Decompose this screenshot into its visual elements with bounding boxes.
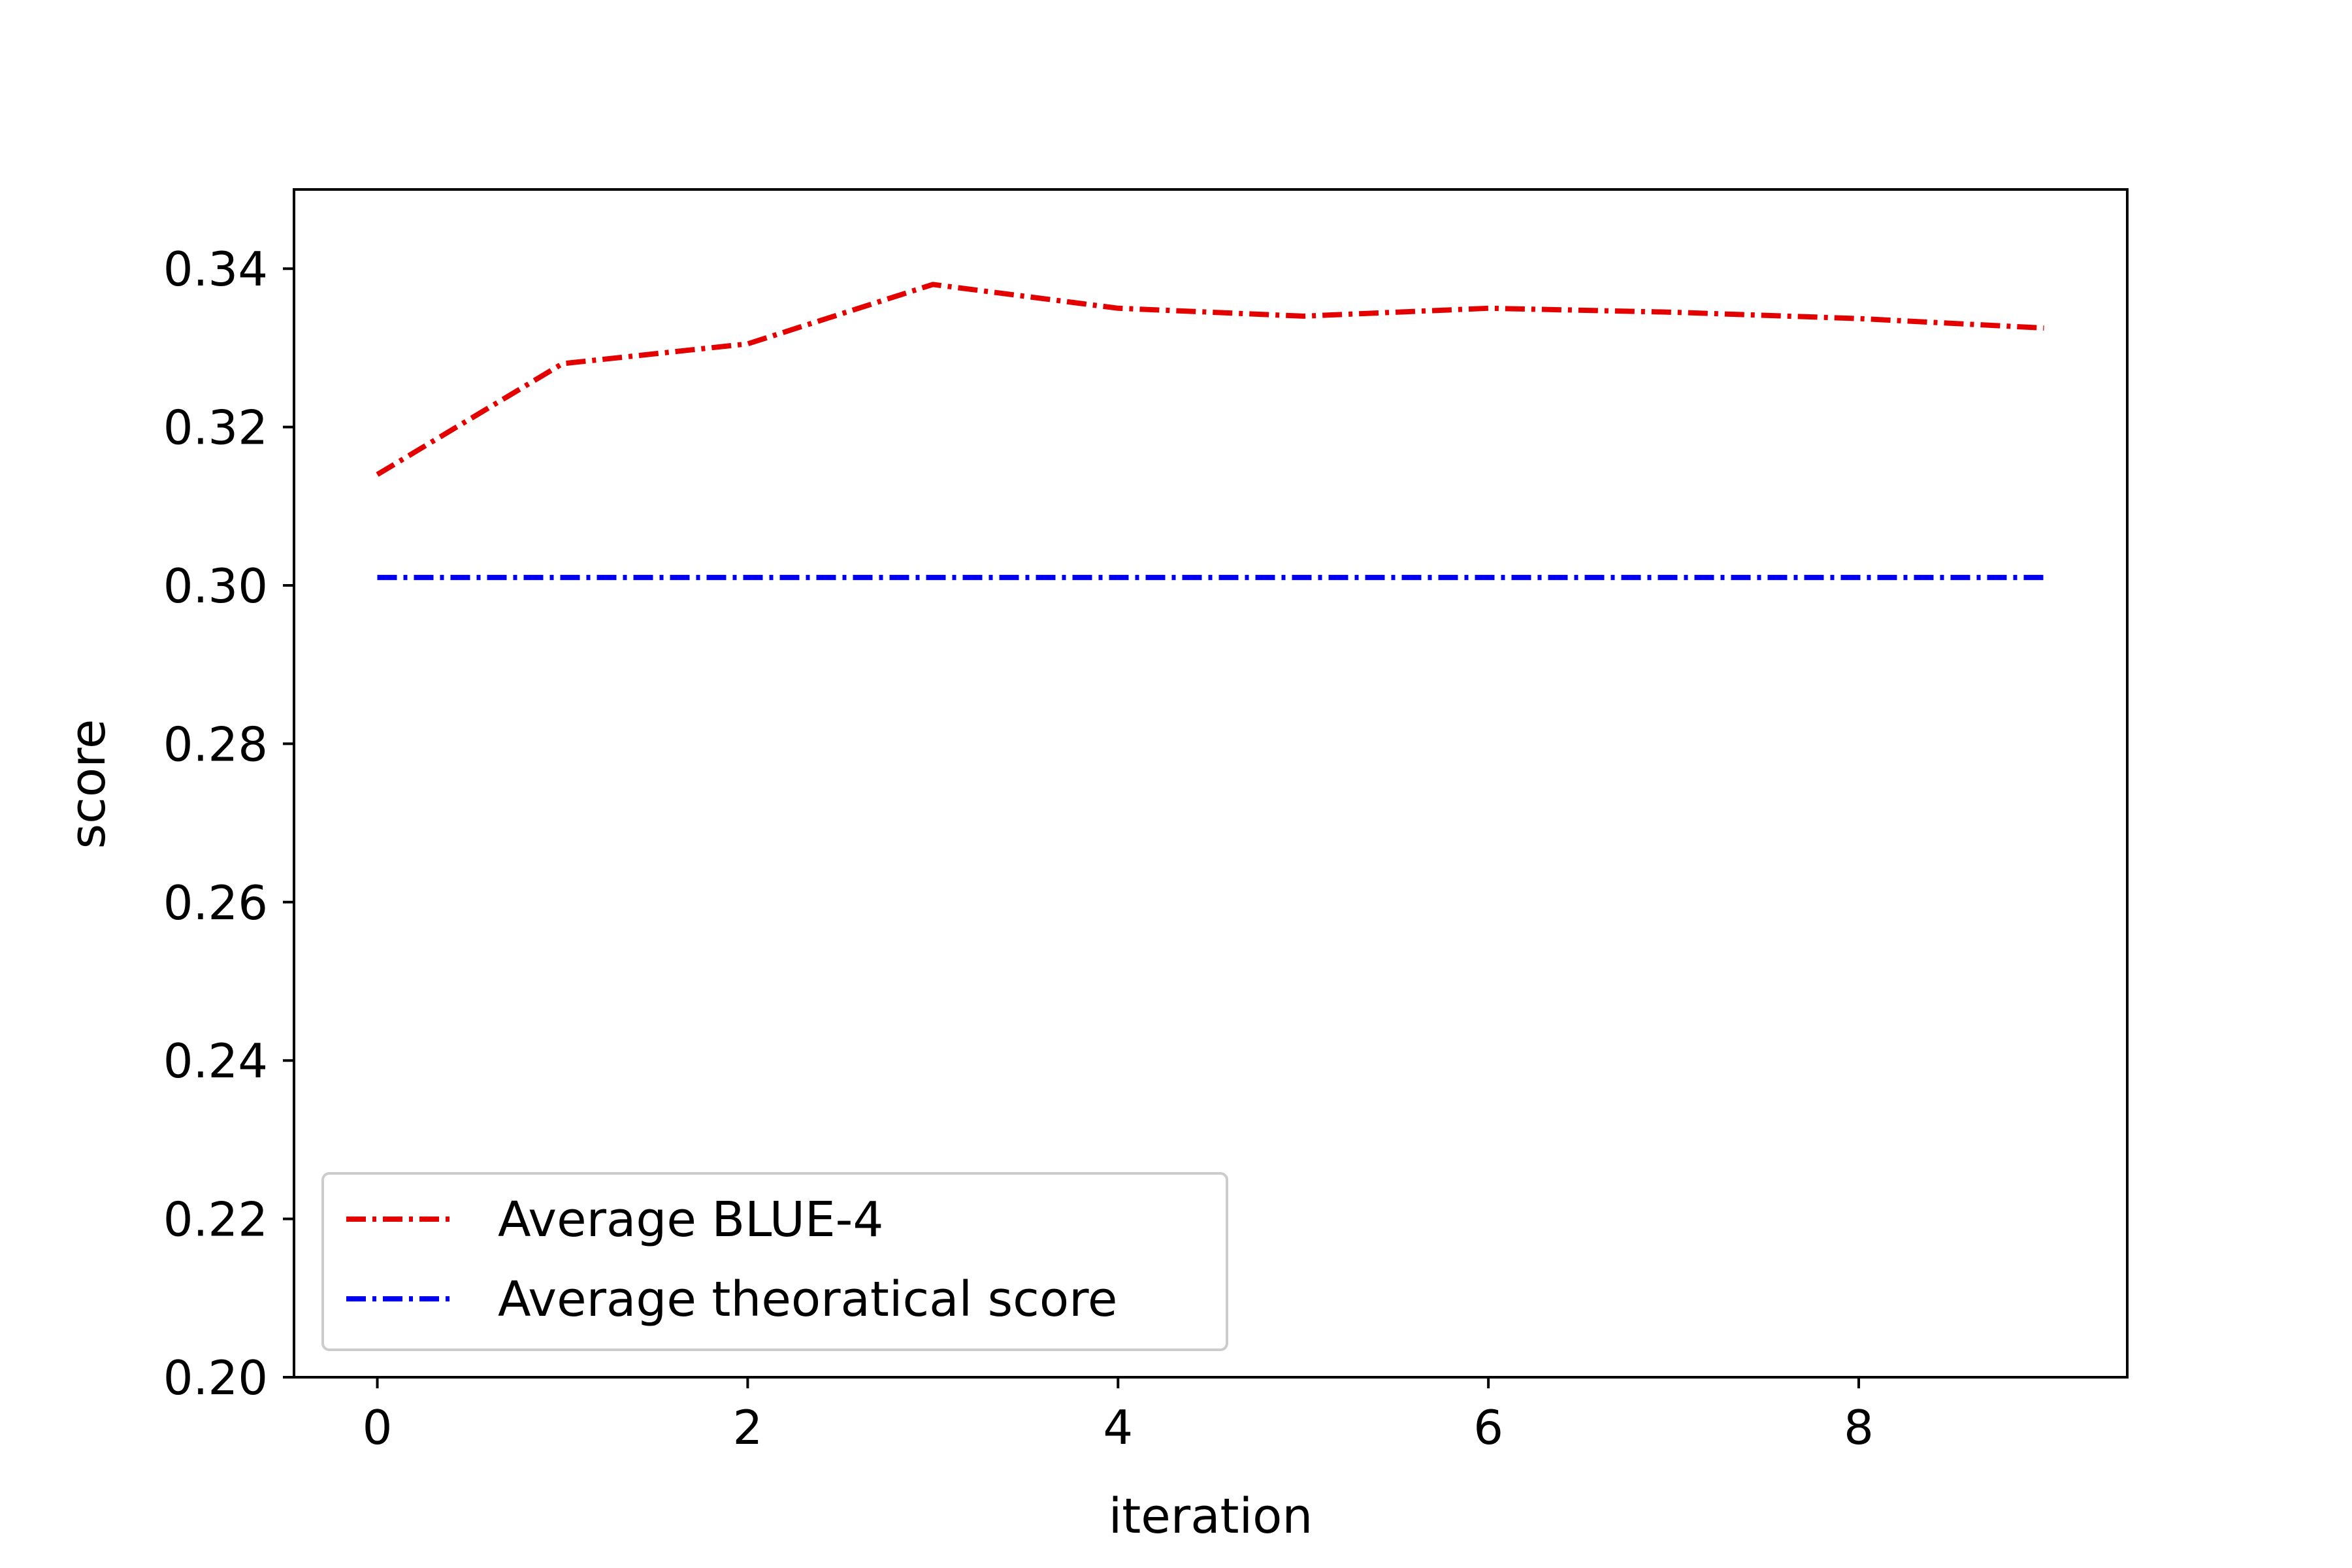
y-tick-label: 0.28 [163, 717, 268, 772]
y-tick-label: 0.24 [163, 1034, 268, 1088]
y-tick-label: 0.32 [163, 400, 268, 455]
y-tick-label: 0.30 [163, 559, 268, 613]
y-axis: 0.20 0.22 0.24 0.26 0.28 0.30 0.32 0.34 [163, 242, 294, 1405]
series-line-0 [376, 282, 2044, 477]
x-axis: 0 2 4 6 8 [363, 1377, 1874, 1455]
x-tick-label: 6 [1473, 1400, 1503, 1455]
legend-box [321, 1172, 1228, 1351]
y-tick-label: 0.26 [163, 875, 268, 930]
x-tick-label: 2 [733, 1400, 763, 1455]
legend-label-1: Average theoratical score [498, 1271, 1117, 1328]
series-layer [376, 282, 2044, 580]
y-tick-label: 0.22 [163, 1192, 268, 1247]
y-tick-label: 0.20 [163, 1350, 268, 1405]
x-tick-label: 8 [1844, 1400, 1874, 1455]
x-tick-label: 0 [363, 1400, 393, 1455]
y-axis-label: score [60, 719, 116, 849]
legend: Average BLUE-4 Average theoratical score [321, 1172, 1228, 1351]
x-axis-label: iteration [1109, 1488, 1313, 1544]
y-tick-label: 0.34 [163, 242, 268, 297]
x-tick-label: 4 [1103, 1400, 1133, 1455]
legend-label-0: Average BLUE-4 [498, 1192, 883, 1248]
plot-frame [293, 188, 2129, 1379]
